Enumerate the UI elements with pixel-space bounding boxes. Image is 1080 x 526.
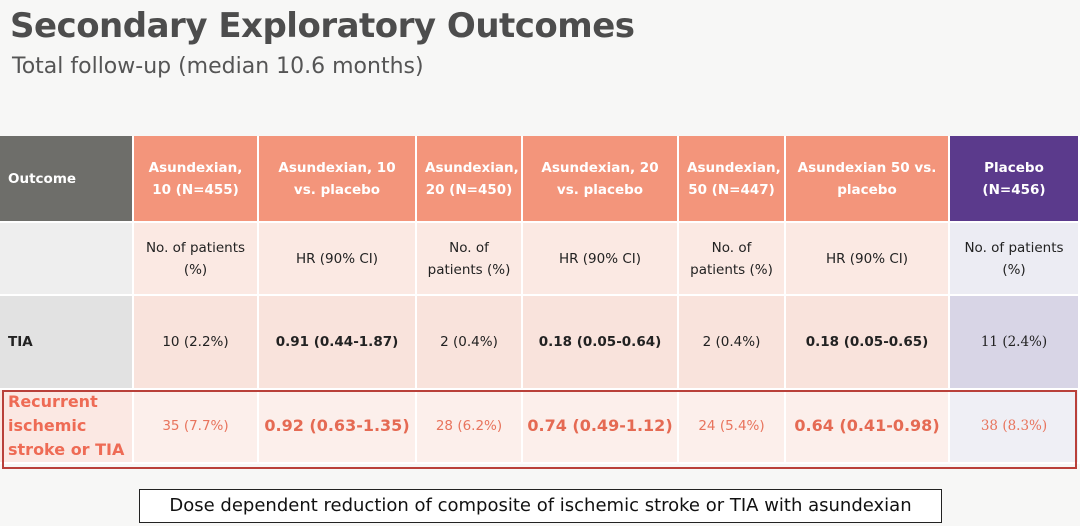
table-cell: 10 (2.2%) [134, 296, 259, 390]
table-cell: 2 (0.4%) [417, 296, 523, 390]
table-cell-placebo: 11 (2.4%) [950, 296, 1080, 390]
table-cell-hr: 0.74 (0.49-1.12) [523, 390, 679, 464]
units-cell: HR (90% CI) [786, 223, 950, 296]
table-cell-hr: 0.64 (0.41-0.98) [786, 390, 950, 464]
table-cell: 24 (5.4%) [679, 390, 786, 464]
table-cell-hr: 0.18 (0.05-0.64) [523, 296, 679, 390]
column-header-asundexian-10: Asundexian, 10 (N=455) [134, 136, 259, 223]
table-cell-hr: 0.18 (0.05-0.65) [786, 296, 950, 390]
table-cell: 35 (7.7%) [134, 390, 259, 464]
table-row-tia: TIA 10 (2.2%) 0.91 (0.44-1.87) 2 (0.4%) … [0, 296, 1080, 390]
table-cell-hr: 0.92 (0.63-1.35) [259, 390, 417, 464]
table-cell: 2 (0.4%) [679, 296, 786, 390]
table-cell: 28 (6.2%) [417, 390, 523, 464]
slide-title: Secondary Exploratory Outcomes [10, 6, 635, 46]
units-cell-placebo: No. of patients (%) [950, 223, 1080, 296]
units-cell: No. of patients (%) [417, 223, 523, 296]
column-header-asundexian-20: Asundexian, 20 (N=450) [417, 136, 523, 223]
units-cell: No. of patients (%) [679, 223, 786, 296]
slide-subtitle: Total follow-up (median 10.6 months) [12, 54, 424, 79]
column-header-placebo: Placebo (N=456) [950, 136, 1080, 223]
units-cell: No. of patients (%) [134, 223, 259, 296]
table-cell-hr: 0.91 (0.44-1.87) [259, 296, 417, 390]
footnote-box: Dose dependent reduction of composite of… [139, 489, 942, 523]
table-row-recurrent-stroke-or-tia: Recurrent ischemic stroke or TIA 35 (7.7… [0, 390, 1080, 464]
column-header-asundexian-50: Asundexian, 50 (N=447) [679, 136, 786, 223]
table-header-row: Outcome Asundexian, 10 (N=455) Asundexia… [0, 136, 1080, 223]
table-cell-placebo: 38 (8.3%) [950, 390, 1080, 464]
outcomes-table: Outcome Asundexian, 10 (N=455) Asundexia… [0, 136, 1080, 464]
column-header-asundexian-20-vs-placebo: Asundexian, 20 vs. placebo [523, 136, 679, 223]
column-header-asundexian-50-vs-placebo: Asundexian 50 vs. placebo [786, 136, 950, 223]
units-cell: HR (90% CI) [523, 223, 679, 296]
units-cell-outcome [0, 223, 134, 296]
table-units-row: No. of patients (%) HR (90% CI) No. of p… [0, 223, 1080, 296]
row-label-recurrent-stroke-or-tia: Recurrent ischemic stroke or TIA [0, 390, 134, 464]
units-cell: HR (90% CI) [259, 223, 417, 296]
column-header-outcome: Outcome [0, 136, 134, 223]
row-label-tia: TIA [0, 296, 134, 390]
column-header-asundexian-10-vs-placebo: Asundexian, 10 vs. placebo [259, 136, 417, 223]
